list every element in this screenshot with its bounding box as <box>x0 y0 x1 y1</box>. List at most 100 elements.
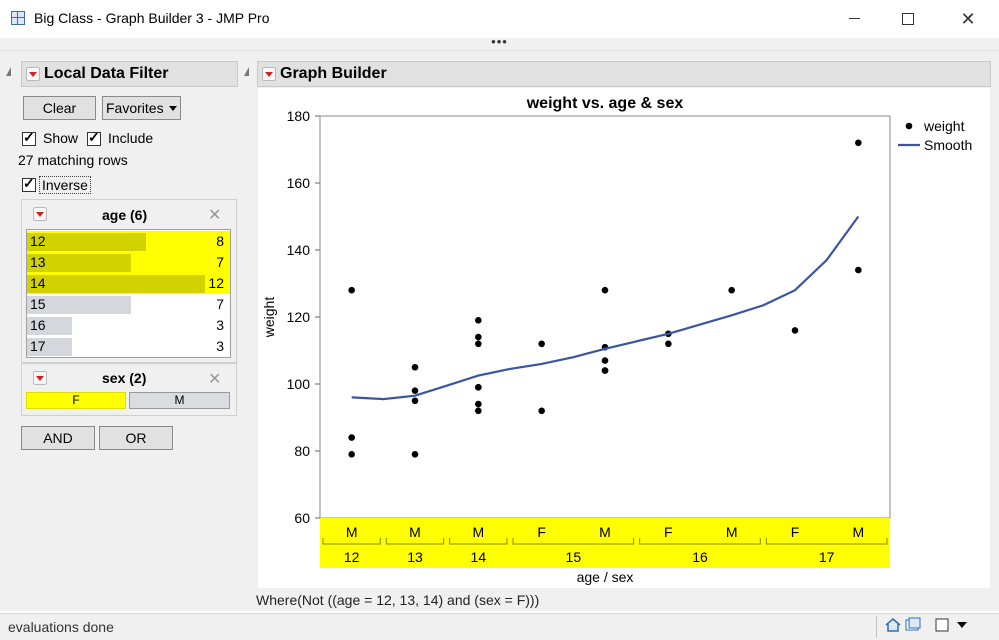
age-filter-title: age (6) <box>102 207 148 223</box>
x-axis-label: age / sex <box>577 569 634 585</box>
x-tick-label-sex: M <box>346 524 358 540</box>
menu-expander[interactable]: ••• <box>0 35 999 51</box>
status-dropdown-icon[interactable] <box>956 617 968 635</box>
x-tick-label-age: 14 <box>471 549 487 565</box>
sex-f-button[interactable]: F <box>26 392 126 409</box>
graph-area: weight vs. age & sex 60 80 100 120 140 160 180 w… <box>258 88 990 588</box>
y-tick-label: 120 <box>287 309 311 325</box>
clear-button[interactable]: Clear <box>23 96 96 120</box>
sex-menu-icon[interactable] <box>33 371 47 385</box>
age-list-item[interactable]: 13 7 <box>27 252 230 273</box>
data-point <box>411 451 419 458</box>
y-tick-label: 160 <box>287 175 311 191</box>
inverse-checkbox[interactable] <box>22 175 36 192</box>
x-tick-label-sex: M <box>726 524 738 540</box>
inverse-label: Inverse <box>39 176 91 194</box>
x-axis-band <box>320 518 890 568</box>
age-list-item[interactable]: 17 3 <box>27 336 230 357</box>
age-group-bracket <box>639 538 761 545</box>
age-group-bracket <box>385 538 445 545</box>
graph-collapse-icon[interactable] <box>244 67 249 76</box>
chevron-down-icon <box>169 106 177 111</box>
x-tick-label-sex: F <box>791 524 800 540</box>
x-tick-label-sex: F <box>664 524 673 540</box>
graph-header: Graph Builder <box>257 61 991 87</box>
age-item-count: 3 <box>216 338 224 354</box>
age-group-bracket <box>512 538 635 545</box>
age-count-bar <box>27 296 131 314</box>
data-point <box>411 387 419 395</box>
age-item-count: 12 <box>208 275 224 291</box>
window-list-icon[interactable] <box>905 617 921 635</box>
age-list-item[interactable]: 12 8 <box>27 231 230 252</box>
y-tick-label: 180 <box>287 108 311 124</box>
age-item-count: 7 <box>216 296 224 312</box>
y-tick-label: 140 <box>287 242 311 258</box>
show-label: Show <box>43 130 79 146</box>
x-tick-label-age: 16 <box>692 549 708 565</box>
include-checkbox[interactable] <box>87 129 101 146</box>
x-tick-label-sex: M <box>599 524 611 540</box>
data-point <box>411 397 419 405</box>
data-point <box>475 340 482 348</box>
age-item-label: 15 <box>30 296 46 312</box>
plot-frame <box>319 115 891 519</box>
age-item-label: 16 <box>30 317 46 333</box>
age-item-count: 3 <box>216 317 224 333</box>
data-point <box>475 317 482 324</box>
smooth-line <box>351 215 860 401</box>
age-count-bar <box>27 275 205 293</box>
age-listbox: 12 8 13 7 14 12 15 7 16 3 17 3 <box>26 229 231 358</box>
minimize-button[interactable] <box>831 0 877 38</box>
y-tick-label: 80 <box>294 443 310 459</box>
data-point <box>475 400 482 408</box>
data-point <box>348 286 355 294</box>
age-count-bar <box>27 317 72 335</box>
and-button[interactable]: AND <box>21 426 95 450</box>
graph-title: Graph Builder <box>280 65 387 82</box>
close-button[interactable]: ✕ <box>960 9 976 29</box>
data-point <box>728 286 735 294</box>
age-remove-icon[interactable]: ✕ <box>208 207 222 224</box>
filter-menu-icon[interactable] <box>26 67 40 81</box>
status-divider <box>876 616 877 638</box>
sex-remove-icon[interactable]: ✕ <box>208 371 222 388</box>
favorites-label: Favorites <box>106 100 164 116</box>
age-list-item[interactable]: 16 3 <box>27 315 230 336</box>
data-point <box>411 363 419 371</box>
age-menu-icon[interactable] <box>33 207 47 221</box>
x-tick-label-age: 15 <box>566 549 582 565</box>
age-list-item[interactable]: 15 7 <box>27 294 230 315</box>
filter-header: Local Data Filter <box>21 61 238 87</box>
data-point <box>475 333 482 341</box>
data-point <box>665 340 672 348</box>
data-point <box>538 340 545 348</box>
x-tick-label-sex: M <box>409 524 421 540</box>
filter-title: Local Data Filter <box>44 65 169 82</box>
age-item-label: 17 <box>30 338 46 354</box>
chart-title: weight vs. age & sex <box>526 95 684 112</box>
x-tick-label-age: 13 <box>407 549 423 565</box>
or-button[interactable]: OR <box>99 426 173 450</box>
data-point <box>475 407 482 415</box>
age-count-bar <box>27 233 146 251</box>
filter-collapse-icon[interactable] <box>6 67 11 76</box>
home-icon[interactable] <box>885 617 901 635</box>
maximize-button[interactable] <box>885 0 931 38</box>
y-tick-label: 100 <box>287 376 311 392</box>
show-checkbox[interactable] <box>22 129 36 146</box>
age-item-label: 13 <box>30 254 46 270</box>
legend-weight-label: weight <box>923 118 965 134</box>
x-tick-label-age: 12 <box>344 549 360 565</box>
age-count-bar <box>27 254 131 272</box>
favorites-button[interactable]: Favorites <box>102 96 181 120</box>
matching-rows-text: 27 matching rows <box>18 152 128 168</box>
graph-menu-icon[interactable] <box>262 67 276 81</box>
data-point <box>348 434 355 441</box>
status-text: evaluations done <box>8 619 114 635</box>
age-list-item[interactable]: 14 12 <box>27 273 230 294</box>
layout-box-icon[interactable] <box>934 617 950 635</box>
age-item-count: 8 <box>216 233 224 249</box>
data-point <box>601 357 609 364</box>
sex-m-button[interactable]: M <box>129 392 230 409</box>
